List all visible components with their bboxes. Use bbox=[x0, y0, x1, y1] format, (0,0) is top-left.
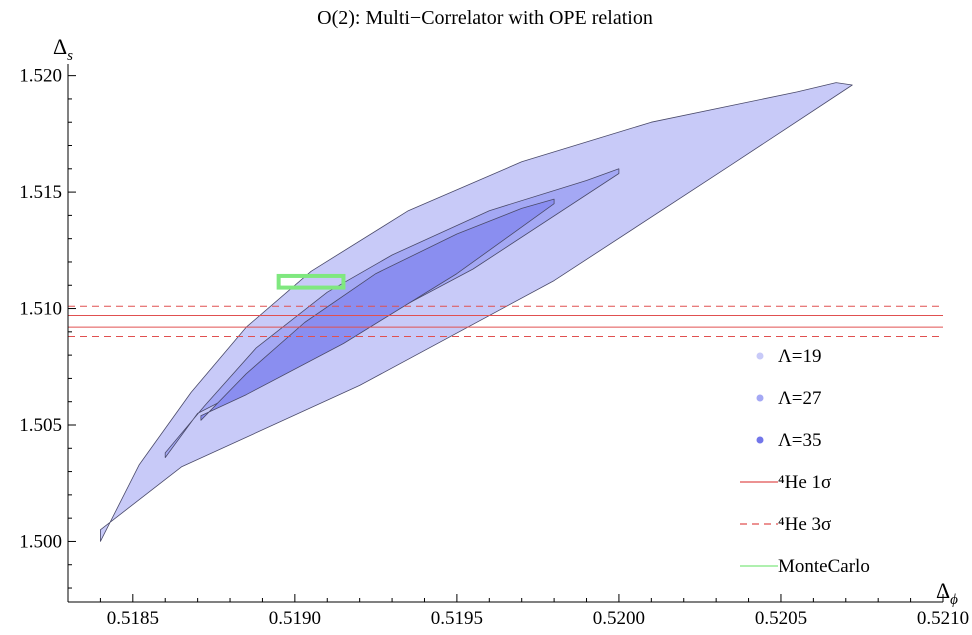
y-tick-label: 1.510 bbox=[19, 299, 62, 320]
region-lambda-27 bbox=[164, 168, 620, 459]
montecarlo-box-layer bbox=[276, 273, 346, 290]
y-tick-label: 1.515 bbox=[19, 182, 62, 203]
region-lambda-19 bbox=[100, 82, 853, 542]
reference-lines-layer bbox=[68, 305, 943, 337]
montecarlo-box bbox=[276, 273, 346, 290]
x-tick-label: 0.5185 bbox=[107, 608, 159, 629]
legend-label: Λ=35 bbox=[778, 430, 822, 451]
y-tick-label: 1.505 bbox=[19, 415, 62, 436]
x-tick-label: 0.5200 bbox=[593, 608, 645, 629]
axes-layer: 0.5185 0.5190 0.5195 0.5200 0.5205 0.5210 1.50… bbox=[19, 34, 969, 629]
x-axis-label-sub: ϕ bbox=[950, 592, 958, 608]
legend-label: ⁴He 3σ bbox=[778, 514, 831, 535]
y-tick-label: 1.500 bbox=[19, 531, 62, 552]
regions-layer bbox=[100, 82, 853, 542]
region-lambda-35 bbox=[200, 198, 555, 421]
chart-title: O(2): Multi−Correlator with OPE relation bbox=[317, 7, 653, 29]
y-axis-label-main: Δ bbox=[53, 34, 67, 59]
x-tick-label: 0.5195 bbox=[431, 608, 483, 629]
x-tick-label: 0.5210 bbox=[917, 608, 969, 629]
legend-label: MonteCarlo bbox=[778, 556, 870, 577]
y-tick-label: 1.520 bbox=[19, 66, 62, 87]
legend-marker-dot bbox=[756, 352, 764, 360]
legend-label: Λ=27 bbox=[778, 388, 822, 409]
legend-marker-dot bbox=[756, 436, 764, 444]
legend-label: ⁴He 1σ bbox=[778, 472, 831, 493]
x-axis-label: Δϕ bbox=[936, 578, 958, 608]
x-axis-label-main: Δ bbox=[936, 578, 950, 603]
x-tick-label: 0.5205 bbox=[755, 608, 807, 629]
legend: Λ=19 Λ=27 Λ=35 ⁴He 1σ ⁴He 3σ MonteCarlo bbox=[740, 346, 870, 577]
legend-marker-dot bbox=[756, 394, 764, 402]
x-tick-label: 0.5190 bbox=[269, 608, 321, 629]
legend-label: Λ=19 bbox=[778, 346, 822, 367]
y-axis-label: Δs bbox=[53, 34, 73, 64]
y-axis-label-sub: s bbox=[67, 48, 73, 64]
